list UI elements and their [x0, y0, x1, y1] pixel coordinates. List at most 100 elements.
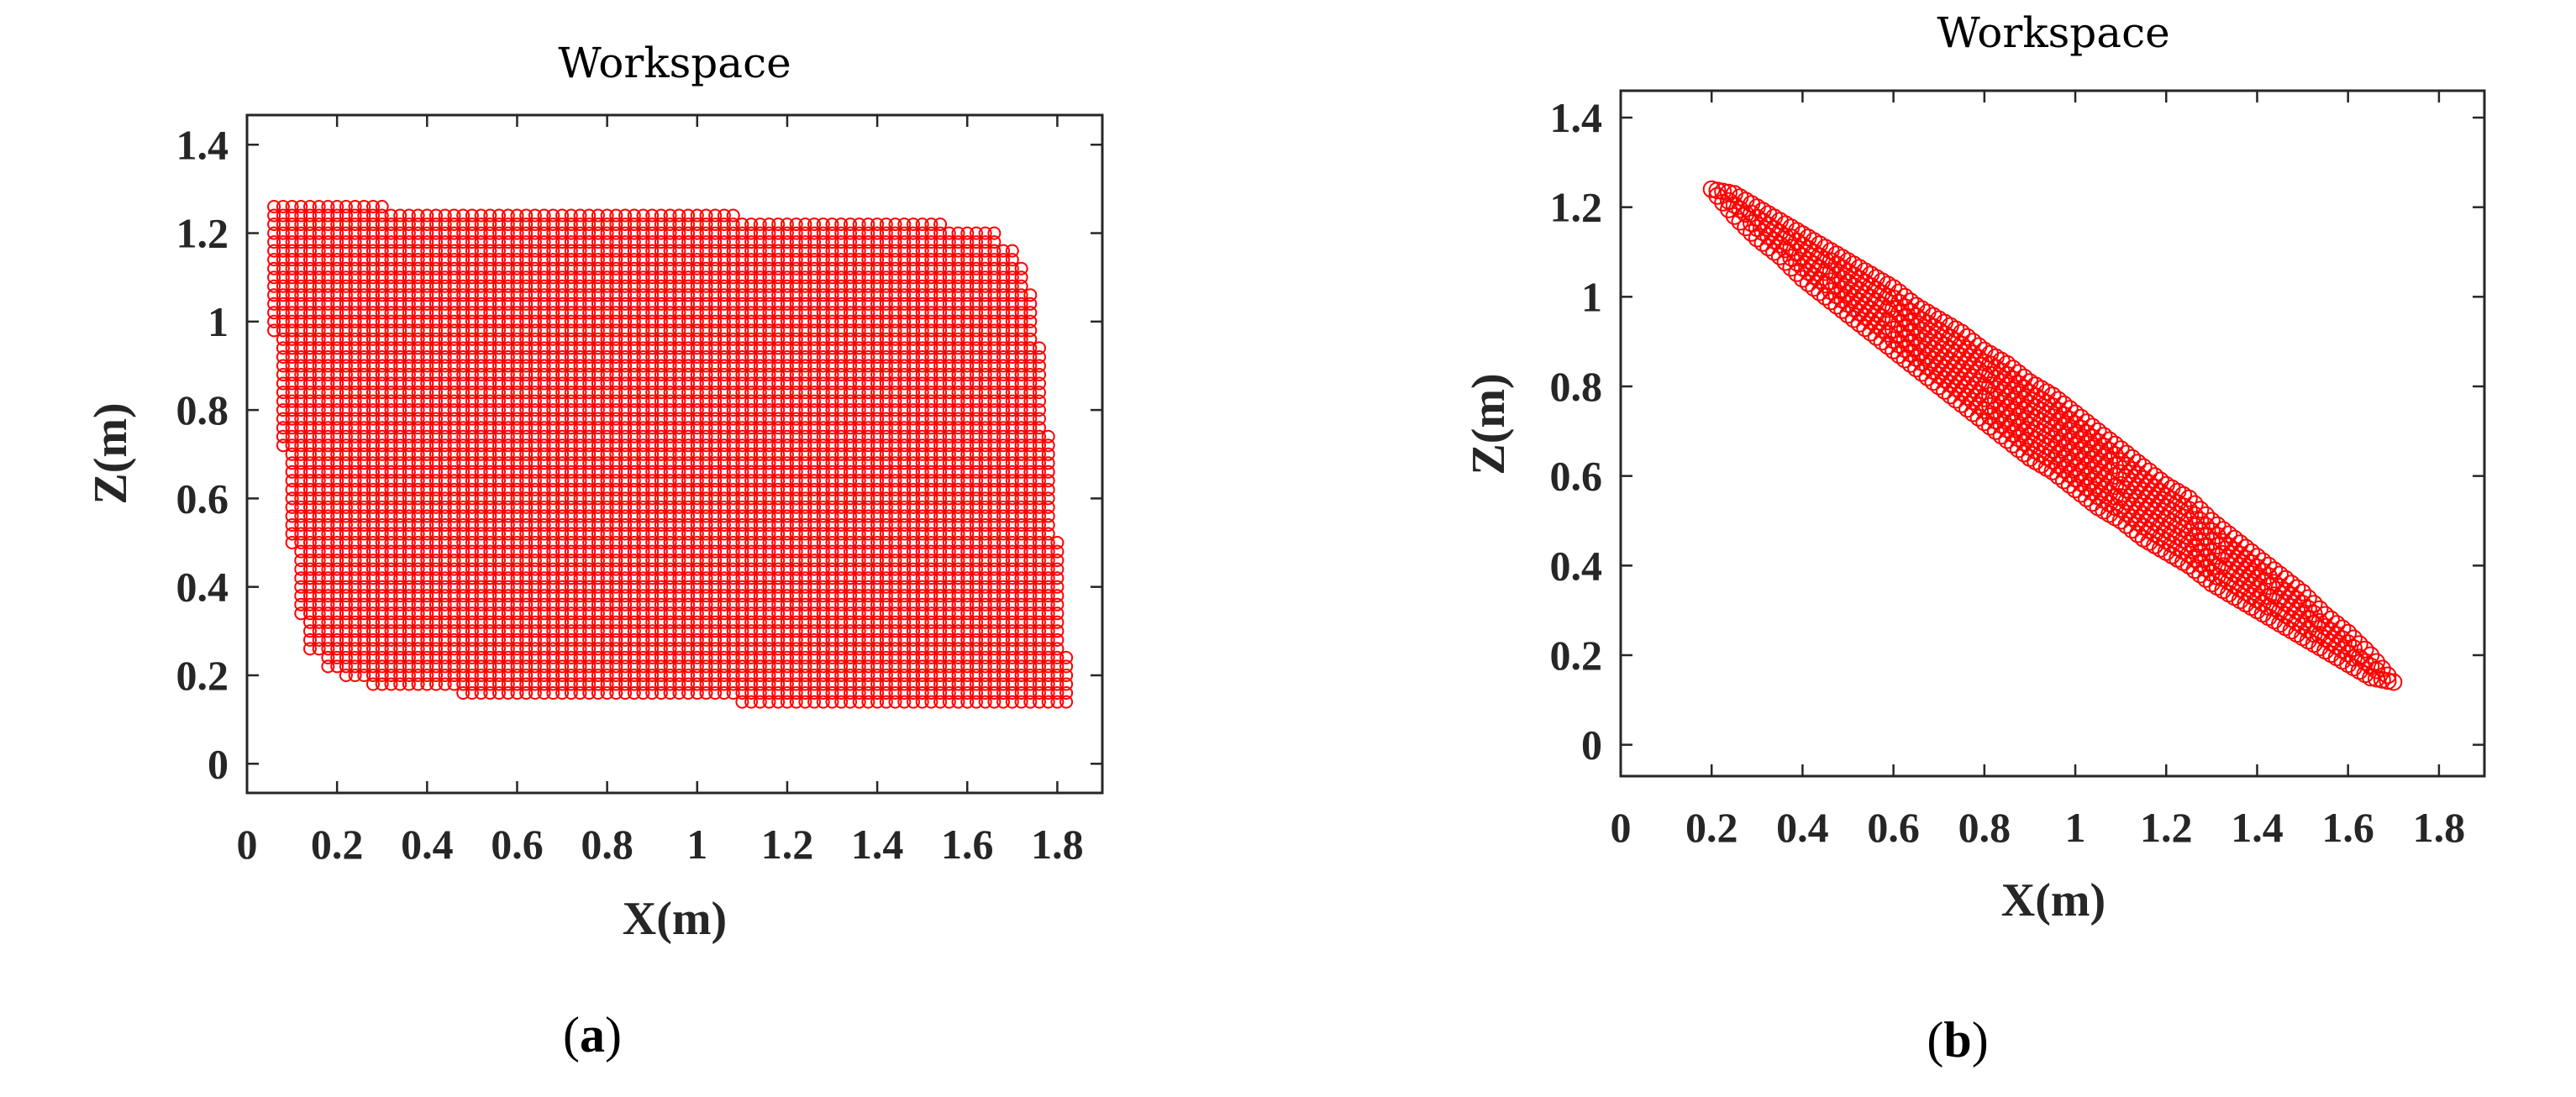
- data-point: [438, 403, 452, 417]
- data-point: [465, 624, 479, 638]
- data-point: [366, 518, 380, 532]
- data-point: [429, 677, 443, 691]
- data-point: [447, 208, 461, 223]
- data-point: [744, 562, 759, 576]
- data-point: [510, 482, 524, 496]
- data-point: [456, 554, 471, 568]
- data-point: [447, 659, 461, 674]
- data-point: [780, 226, 794, 240]
- data-point: [402, 314, 416, 328]
- data-point: [411, 456, 425, 470]
- data-point: [627, 394, 641, 408]
- data-point: [393, 288, 407, 302]
- data-point: [555, 218, 570, 231]
- data-point: [357, 500, 371, 514]
- data-point: [348, 288, 362, 302]
- data-point: [735, 332, 749, 346]
- data-point: [744, 244, 759, 258]
- data-point: [672, 554, 686, 568]
- data-point: [474, 659, 488, 674]
- data-point: [672, 376, 686, 391]
- data-point: [573, 270, 587, 285]
- data-point: [690, 438, 704, 453]
- data-point: [654, 544, 668, 559]
- data-point: [780, 597, 794, 611]
- data-point: [672, 544, 686, 559]
- data-point: [699, 500, 713, 514]
- data-point: [312, 244, 326, 258]
- data-point: [672, 394, 686, 408]
- data-point: [762, 447, 776, 461]
- data-point: [519, 615, 534, 629]
- data-point: [465, 677, 479, 691]
- data-point: [681, 491, 696, 506]
- data-point: [663, 208, 677, 223]
- data-point: [510, 438, 524, 453]
- data-point: [771, 465, 786, 479]
- data-point: [384, 341, 398, 355]
- data-point: [672, 341, 686, 355]
- data-point: [429, 650, 443, 664]
- data-point: [618, 412, 633, 426]
- data-point: [600, 509, 614, 523]
- data-point: [303, 429, 317, 444]
- data-point: [339, 226, 353, 240]
- data-point: [438, 571, 452, 585]
- data-point: [519, 306, 534, 320]
- data-point: [384, 677, 398, 691]
- data-point: [780, 359, 794, 373]
- data-point: [375, 297, 389, 311]
- data-point: [573, 686, 587, 700]
- data-point: [483, 509, 497, 523]
- data-point: [717, 438, 731, 453]
- data-point: [303, 208, 317, 223]
- data-point: [546, 208, 560, 223]
- data-point: [267, 235, 281, 249]
- data-point: [492, 350, 506, 364]
- data-point: [492, 474, 506, 488]
- data-point: [780, 350, 794, 364]
- data-point: [366, 589, 380, 603]
- data-point: [348, 554, 362, 568]
- data-point: [438, 554, 452, 568]
- data-point: [519, 686, 534, 700]
- data-point: [618, 341, 633, 355]
- data-point: [285, 288, 299, 302]
- data-point: [744, 554, 759, 568]
- data-point: [438, 429, 452, 444]
- data-point: [663, 306, 677, 320]
- data-point: [402, 589, 416, 603]
- data-point: [654, 597, 668, 611]
- data-point: [726, 368, 740, 381]
- data-point: [303, 589, 317, 603]
- data-point: [555, 597, 570, 611]
- data-point: [645, 509, 660, 523]
- panel-caption: (a): [563, 1007, 622, 1063]
- data-point: [267, 306, 281, 320]
- data-point: [375, 447, 389, 461]
- data-point: [420, 544, 434, 559]
- data-point: [474, 606, 488, 621]
- data-point: [627, 580, 641, 594]
- data-point: [303, 412, 317, 426]
- data-point: [528, 527, 542, 541]
- data-point: [348, 491, 362, 506]
- data-point: [384, 376, 398, 391]
- data-point: [654, 482, 668, 496]
- data-point: [339, 500, 353, 514]
- data-point: [699, 659, 713, 674]
- data-point: [573, 447, 587, 461]
- data-point: [447, 235, 461, 249]
- data-point: [591, 403, 605, 417]
- data-point: [474, 403, 488, 417]
- data-point: [717, 350, 731, 364]
- data-point: [465, 562, 479, 576]
- data-point: [582, 359, 597, 373]
- data-point: [735, 253, 749, 267]
- data-point: [591, 438, 605, 453]
- data-point: [501, 518, 515, 532]
- data-point: [375, 554, 389, 568]
- data-point: [771, 244, 786, 258]
- data-point: [726, 341, 740, 355]
- data-point: [771, 394, 786, 408]
